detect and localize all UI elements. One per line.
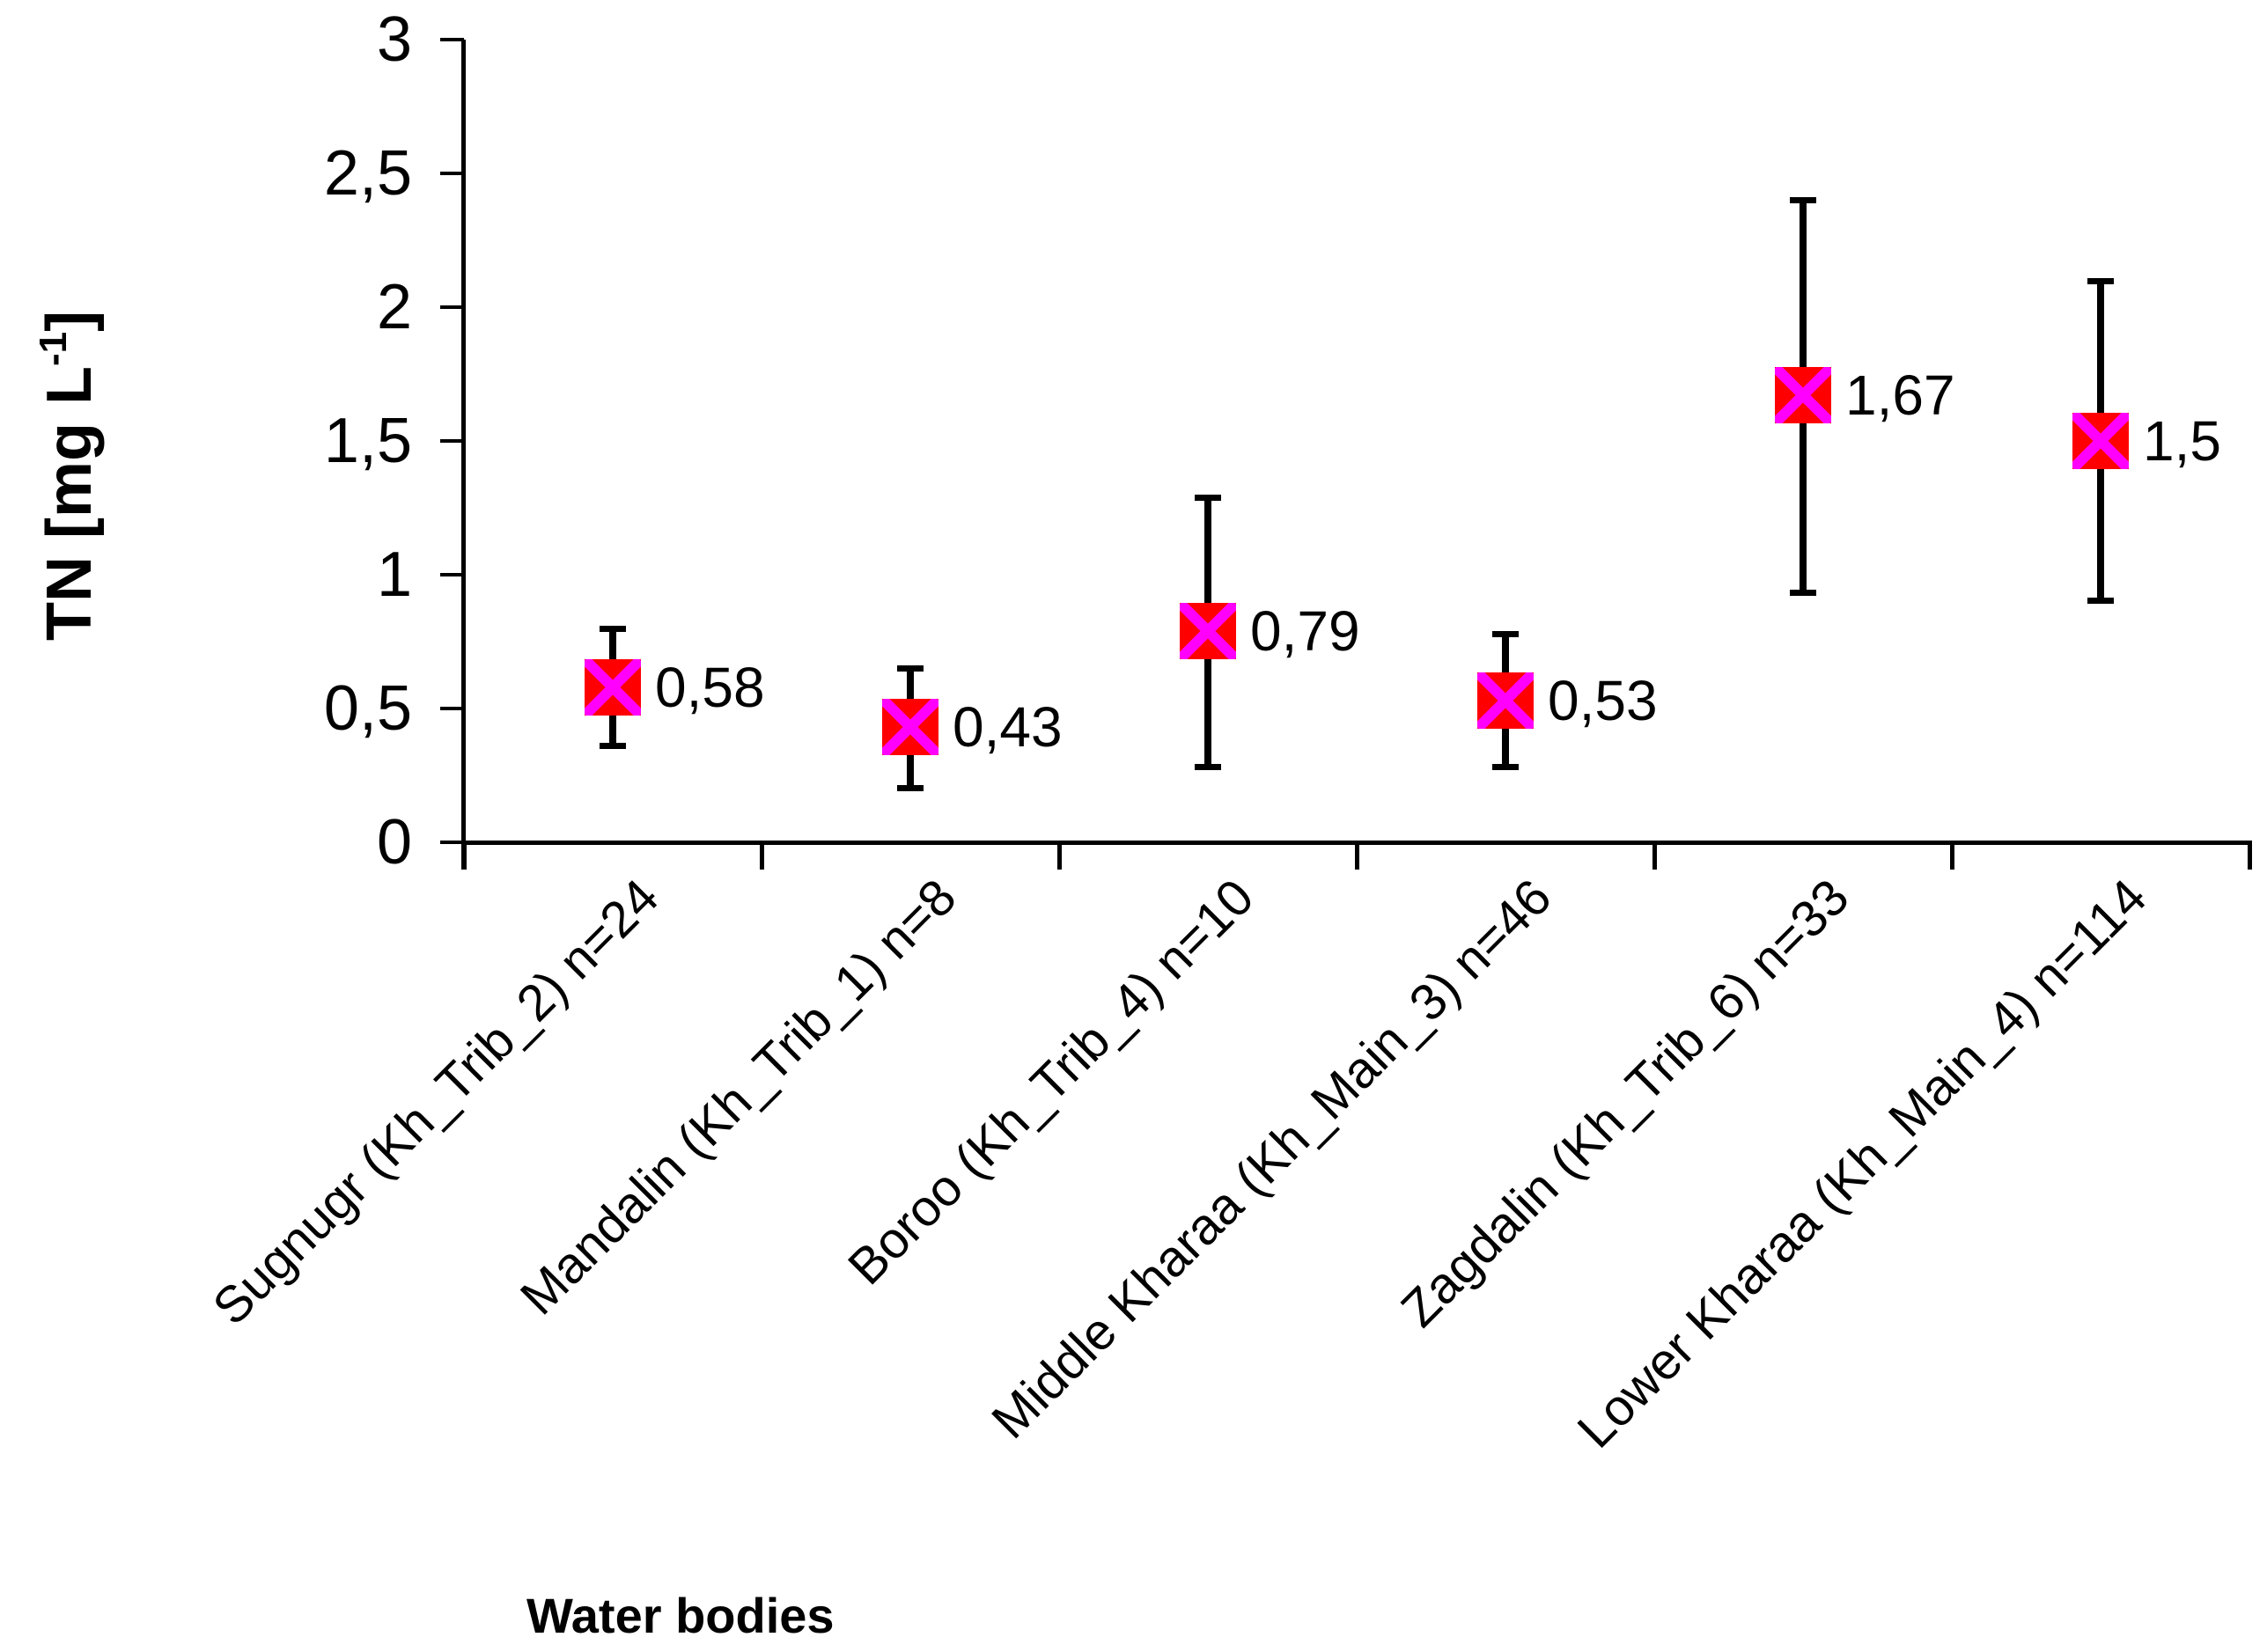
x-axis-tick (760, 842, 764, 870)
y-axis-tick-label: 3 (376, 4, 412, 75)
data-marker (882, 699, 938, 756)
y-axis-tick-label: 2 (376, 272, 412, 342)
data-marker (1180, 602, 1236, 659)
x-axis-tick (1652, 842, 1657, 870)
data-marker (2072, 413, 2129, 469)
error-bar-top-cap (1492, 630, 1519, 637)
y-axis-tick (440, 172, 464, 175)
error-bar-top-cap (1195, 494, 1221, 501)
data-marker (585, 658, 641, 716)
error-bar-top-cap (2087, 277, 2114, 284)
x-axis-tick (1355, 842, 1359, 870)
y-axis-title-close: ] (34, 310, 105, 332)
y-axis-tick-label: 0,5 (323, 673, 412, 744)
x-axis-tick (1950, 842, 1954, 870)
marker-cross-icon (882, 699, 938, 756)
data-marker (1775, 367, 1831, 424)
y-axis-tick-label: 1,5 (323, 406, 412, 476)
y-axis-tick (440, 439, 464, 443)
error-bar-bottom-cap (1195, 763, 1221, 770)
y-axis-tick (440, 38, 464, 41)
data-value-label: 0,43 (953, 695, 1063, 760)
marker-cross-icon (1180, 602, 1236, 659)
error-bar-bottom-cap (600, 742, 626, 749)
data-value-label: 1,5 (2143, 409, 2221, 473)
error-bar-top-cap (897, 665, 924, 672)
marker-cross-icon (1477, 672, 1534, 729)
error-bar-top-cap (1790, 197, 1816, 204)
y-axis-tick-label: 1 (376, 540, 412, 610)
error-bar-bottom-cap (2087, 598, 2114, 605)
marker-cross-icon (1775, 367, 1831, 424)
y-axis-title-superscript: -1 (32, 331, 75, 367)
error-bar-bottom-cap (897, 785, 924, 792)
marker-cross-icon (585, 658, 641, 716)
data-value-label: 0,58 (655, 655, 765, 719)
data-marker (1477, 672, 1534, 729)
y-axis-tick (440, 305, 464, 309)
data-value-label: 0,53 (1548, 668, 1658, 732)
error-bar-top-cap (600, 625, 626, 632)
x-axis-tick (1057, 842, 1062, 870)
y-axis-tick (440, 841, 464, 844)
y-axis-title: TN [mg L-1] (14, 311, 109, 641)
marker-cross-icon (2072, 413, 2129, 469)
x-axis-title: Water bodies (526, 1588, 835, 1643)
data-value-label: 1,67 (1845, 363, 1955, 428)
y-axis-title-text: TN [mg L (34, 366, 105, 641)
error-bar-bottom-cap (1790, 590, 1816, 597)
y-axis-tick-label: 0 (376, 807, 412, 877)
y-axis-tick-label: 2,5 (323, 138, 412, 209)
x-axis-tick (462, 842, 467, 870)
data-value-label: 0,79 (1250, 598, 1360, 663)
y-axis-line (461, 40, 466, 870)
y-axis-tick (440, 573, 464, 576)
x-axis-tick (2248, 842, 2252, 870)
y-axis-tick (440, 707, 464, 710)
error-bar-bottom-cap (1492, 763, 1519, 770)
